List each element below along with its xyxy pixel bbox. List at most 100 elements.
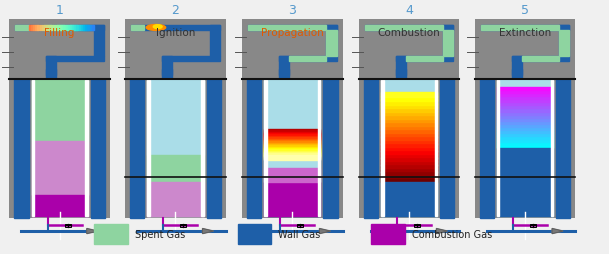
Bar	[15, 26, 29, 30]
Bar	[264, 138, 320, 143]
Bar	[497, 133, 553, 136]
Bar	[371, 224, 405, 244]
Bar	[381, 93, 437, 98]
Bar	[48, 26, 51, 30]
Bar	[40, 26, 43, 30]
Bar	[497, 130, 553, 133]
Bar	[85, 81, 88, 216]
Bar	[51, 26, 53, 30]
Bar	[147, 182, 203, 216]
Bar	[481, 26, 559, 30]
Bar	[264, 150, 320, 155]
Bar	[497, 91, 553, 94]
Bar	[15, 80, 29, 218]
Text: 4: 4	[406, 4, 413, 17]
Bar	[551, 81, 553, 216]
Text: Wall Gas: Wall Gas	[278, 229, 320, 239]
Ellipse shape	[146, 25, 166, 31]
Bar	[10, 20, 110, 218]
Bar	[381, 135, 437, 140]
Bar	[381, 152, 437, 157]
Bar	[264, 148, 320, 154]
Bar	[497, 109, 553, 112]
Bar	[264, 155, 320, 161]
Bar	[474, 20, 575, 218]
Bar	[497, 136, 553, 139]
Bar	[42, 26, 44, 30]
Bar	[264, 144, 320, 150]
Bar	[381, 170, 437, 175]
Bar	[497, 88, 553, 91]
Bar	[512, 57, 569, 61]
Bar	[381, 114, 437, 119]
Bar	[35, 26, 38, 30]
Text: 3: 3	[289, 4, 296, 17]
Polygon shape	[87, 229, 98, 234]
Bar	[87, 26, 90, 30]
Bar	[46, 57, 104, 61]
Bar	[264, 169, 320, 182]
Bar	[381, 100, 437, 105]
Text: Filling: Filling	[44, 28, 75, 38]
Bar	[125, 20, 225, 218]
Text: Extinction: Extinction	[499, 28, 551, 38]
Bar	[497, 139, 553, 142]
Bar	[497, 121, 553, 124]
Bar	[264, 135, 320, 140]
Bar	[248, 26, 337, 30]
Bar	[414, 224, 420, 227]
Bar	[238, 224, 271, 244]
Polygon shape	[437, 229, 448, 234]
Bar	[63, 26, 66, 30]
Text: 2: 2	[172, 4, 179, 17]
Bar	[264, 81, 320, 216]
Bar	[91, 80, 105, 218]
Bar	[381, 159, 437, 165]
Bar	[381, 142, 437, 147]
Bar	[497, 81, 499, 216]
Bar	[497, 142, 553, 145]
Bar	[323, 80, 337, 218]
Bar	[264, 142, 320, 147]
Bar	[497, 118, 553, 121]
Bar	[264, 139, 320, 144]
Bar	[55, 26, 58, 30]
Bar	[297, 224, 303, 227]
Bar	[364, 80, 378, 218]
Bar	[147, 155, 203, 182]
Bar	[406, 57, 443, 61]
Bar	[512, 70, 522, 83]
Bar	[497, 148, 553, 216]
Text: Propagation: Propagation	[261, 28, 324, 38]
Bar	[147, 81, 203, 216]
Bar	[381, 103, 437, 109]
Bar	[497, 93, 553, 97]
Bar	[435, 81, 437, 216]
Bar	[29, 26, 32, 30]
Bar	[162, 57, 220, 61]
Bar	[559, 26, 569, 57]
Bar	[264, 152, 320, 158]
Text: 1: 1	[56, 4, 63, 17]
Bar	[94, 224, 128, 244]
Bar	[381, 166, 437, 171]
Bar	[481, 26, 569, 30]
Bar	[206, 80, 220, 218]
Bar	[497, 124, 553, 127]
Text: Spent Gas: Spent Gas	[135, 229, 186, 239]
Bar	[264, 136, 320, 142]
Bar	[68, 26, 71, 30]
Bar	[77, 26, 79, 30]
Bar	[365, 26, 443, 30]
Bar	[497, 112, 553, 115]
Bar	[326, 26, 337, 57]
Bar	[497, 100, 553, 103]
Bar	[52, 26, 55, 30]
Bar	[264, 130, 320, 135]
Polygon shape	[552, 229, 563, 234]
Bar	[381, 149, 437, 154]
Bar	[131, 26, 220, 30]
Bar	[94, 26, 104, 57]
Bar	[33, 26, 36, 30]
Bar	[443, 26, 454, 57]
